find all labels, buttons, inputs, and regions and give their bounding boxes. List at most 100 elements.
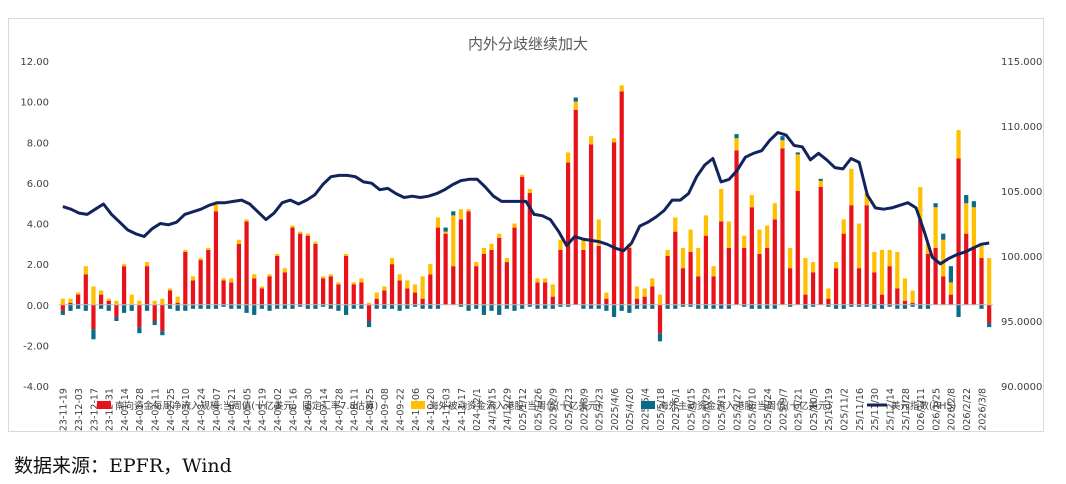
bar-passive	[244, 219, 249, 222]
bar-active	[650, 304, 655, 309]
bar-southbound	[466, 211, 471, 305]
bar-southbound	[619, 91, 624, 305]
bar-southbound	[68, 302, 73, 305]
bar-active	[634, 304, 640, 309]
bar-southbound	[183, 251, 188, 305]
bar-active	[879, 304, 885, 309]
bar-southbound	[573, 109, 578, 305]
bar-southbound	[252, 278, 257, 305]
x-tick-label: 2026/2/8	[947, 388, 958, 431]
bar-passive	[389, 258, 395, 265]
x-tick-label: 2024-07-14	[319, 388, 330, 431]
bar-southbound	[772, 219, 777, 305]
bar-active	[627, 304, 632, 313]
bar-active	[933, 203, 938, 208]
bar-southbound	[83, 274, 88, 305]
bar-southbound	[474, 266, 479, 305]
bar-passive	[742, 235, 747, 248]
bar-passive	[160, 298, 165, 305]
y-left-tick-label: -2.00	[23, 341, 49, 352]
bar-southbound	[259, 288, 264, 305]
bar-passive	[359, 278, 364, 283]
x-tick-label: 2026/1/11	[916, 388, 927, 431]
bar-active	[849, 304, 854, 307]
bar-southbound	[856, 268, 862, 305]
bar-passive	[841, 219, 846, 234]
bar-southbound	[137, 304, 142, 328]
y-axis-right: 90.0000 95.0000 100.0000 105.0000 110.0000 11…	[1001, 57, 1049, 393]
bar-passive	[895, 251, 900, 289]
bar-southbound	[879, 294, 885, 305]
bar-passive	[282, 268, 287, 273]
y-left-tick-label: 0.00	[27, 301, 49, 312]
x-tick-label: 2024-12/1	[472, 388, 483, 431]
bar-southbound	[206, 249, 211, 305]
x-tick-label: 2025/8/24	[763, 388, 774, 431]
bar-passive	[152, 300, 157, 305]
bar-passive	[343, 253, 349, 256]
bar-southbound	[366, 304, 372, 321]
bar-active	[481, 304, 486, 315]
bar-active	[971, 201, 976, 208]
bar-active	[443, 227, 448, 232]
bar-southbound	[979, 258, 984, 305]
bar-passive	[964, 203, 969, 234]
bar-southbound	[167, 290, 173, 305]
bar-passive	[810, 262, 816, 273]
y-left-tick-label: 4.00	[27, 220, 49, 231]
bar-passive	[68, 298, 73, 303]
x-tick-label: 2024-11-17	[457, 388, 468, 431]
bar-southbound	[114, 304, 119, 317]
bar-passive	[206, 247, 211, 250]
bar-passive	[948, 282, 953, 295]
bar-active	[305, 304, 310, 309]
bar-active	[83, 304, 88, 311]
x-tick-label: 2024-06-16	[288, 388, 299, 431]
legend-swatch	[641, 401, 655, 409]
bar-southbound	[336, 284, 341, 305]
bar-southbound	[810, 272, 816, 305]
bar-active	[290, 304, 295, 309]
x-tick-label: 2025/1/26	[533, 388, 544, 431]
bar-southbound	[374, 298, 379, 305]
bar-passive	[550, 284, 555, 297]
bar-southbound	[688, 251, 693, 305]
bar-southbound	[719, 221, 724, 305]
bar-active	[772, 304, 777, 309]
y-left-tick-label: 8.00	[27, 138, 49, 149]
bar-southbound	[581, 249, 586, 305]
bar-passive	[650, 278, 655, 287]
bar-passive	[321, 276, 326, 279]
bar-active	[833, 304, 839, 309]
bar-passive	[91, 286, 96, 305]
bar-passive	[864, 193, 869, 206]
y-right-tick-label: 115.0000	[1001, 57, 1043, 68]
bar-southbound	[275, 256, 280, 305]
bar-active	[137, 327, 142, 334]
bar-southbound	[864, 205, 869, 305]
bar-active	[742, 304, 747, 307]
bar-active	[856, 304, 862, 307]
bar-active	[183, 304, 188, 311]
bar-southbound	[382, 290, 387, 305]
bar-southbound	[175, 302, 180, 305]
x-tick-label: 2025/12/28	[901, 388, 912, 431]
bar-southbound	[328, 276, 333, 305]
bar-passive	[167, 288, 173, 291]
bar-active	[795, 152, 800, 155]
x-tick-label: 2024-01-28	[135, 388, 146, 431]
bar-southbound	[833, 268, 839, 305]
bar-passive	[956, 130, 961, 159]
x-tick-label: 2025/8/10	[748, 388, 759, 431]
bar-active	[535, 304, 540, 309]
bar-southbound	[435, 227, 441, 305]
bar-southbound	[895, 288, 900, 305]
bar-active	[68, 304, 73, 311]
bar-active	[910, 304, 915, 307]
x-tick-label: 2023-12-17	[89, 388, 100, 431]
bar-active	[604, 304, 609, 311]
bar-passive	[611, 138, 617, 143]
legend-label: 海外主动资金流入港股:当周值(十亿美元)	[659, 400, 831, 412]
bar-active	[328, 304, 333, 309]
x-tick-label: 2024-09-08	[380, 388, 391, 431]
